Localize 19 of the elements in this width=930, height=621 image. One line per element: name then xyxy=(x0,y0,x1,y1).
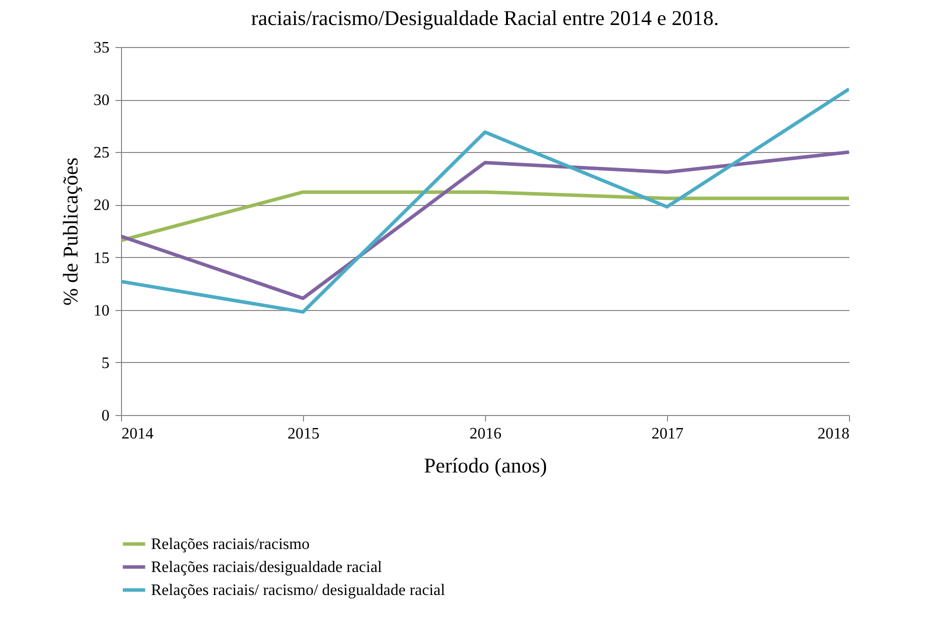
y-tick-label: 20 xyxy=(94,197,110,214)
y-tick-label: 25 xyxy=(94,144,110,162)
y-tick-label: 10 xyxy=(94,302,110,320)
legend-label: Relações raciais/desigualdade racial xyxy=(151,559,383,576)
x-tick-label: 2015 xyxy=(288,426,320,442)
y-axis-title: % de Publicações xyxy=(58,157,82,306)
legend-label: Relações raciais/racismo xyxy=(151,536,310,553)
y-tick-label: 30 xyxy=(94,92,110,110)
x-tick-label: 2014 xyxy=(122,426,154,442)
x-tick-label: 2016 xyxy=(470,426,502,442)
x-tick-label: 2017 xyxy=(652,426,684,442)
y-tick-label: 35 xyxy=(94,40,110,56)
legend-label: Relações raciais/ racismo/ desigualdade racial xyxy=(151,582,446,599)
y-tick-label: 5 xyxy=(102,354,110,372)
chart-title: raciais/racismo/Desigualdade Racial entre 2014 e 2018. xyxy=(251,6,719,30)
x-axis-title: Período (anos) xyxy=(424,454,548,478)
x-tick-label: 2018 xyxy=(818,426,850,442)
y-tick-label: 0 xyxy=(102,408,110,424)
y-tick-label: 15 xyxy=(94,250,110,267)
